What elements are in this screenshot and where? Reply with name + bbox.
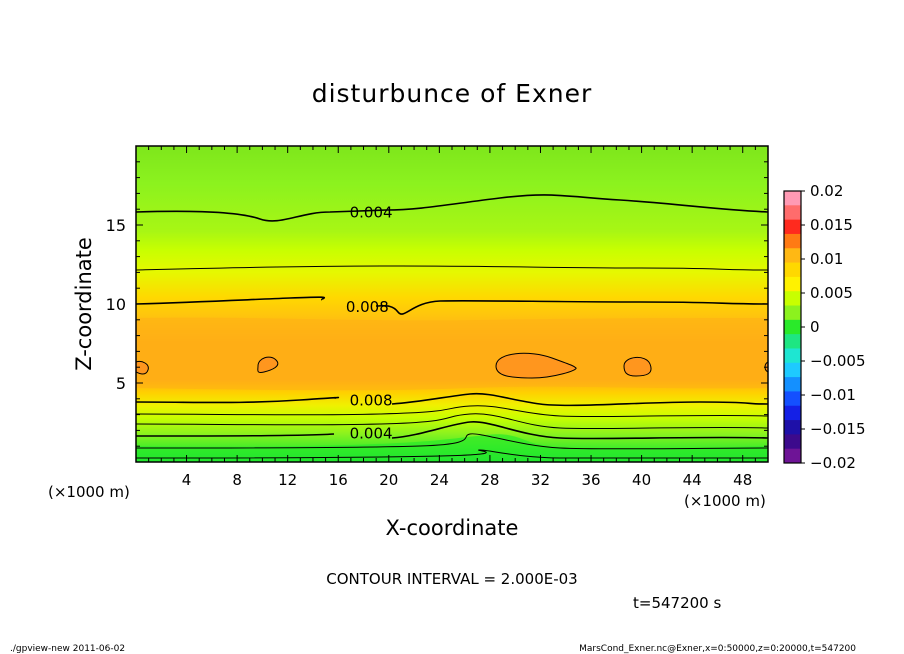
- y-tick-label: 10: [106, 295, 126, 314]
- footer-right: MarsCond_Exner.nc@Exner,x=0:50000,z=0:20…: [579, 644, 856, 654]
- colorbar-swatch: [784, 405, 801, 421]
- colorbar-label: −0.02: [810, 454, 856, 472]
- x-tick-label: 16: [329, 471, 348, 489]
- contour-closed: [257, 356, 279, 373]
- colorbar-swatch: [784, 219, 801, 235]
- colorbar-label: −0.015: [810, 420, 866, 438]
- contour-line: [136, 405, 768, 418]
- colorbar-label: −0.005: [810, 352, 866, 370]
- colorbar-swatch: [784, 448, 801, 464]
- x-tick-label: 4: [182, 471, 192, 489]
- colorbar-swatch: [784, 248, 801, 263]
- colorbar-label: 0.015: [810, 216, 853, 234]
- colorbar-swatch: [784, 348, 801, 364]
- contour-label: 0.008: [350, 391, 393, 409]
- colorbar: 0.02 0.015 0.01 0.005 0 −0.005 −0.01 −0.015 −0.0…: [783, 182, 866, 472]
- colorbar-swatch: [784, 334, 801, 349]
- colorbar-label: 0: [810, 318, 820, 336]
- field-band-orange: [136, 317, 768, 391]
- colorbar-swatch: [784, 420, 801, 435]
- colorbar-swatch: [784, 262, 801, 278]
- x-unit-label-right: (×1000 m): [684, 492, 766, 510]
- x-tick-label: 44: [683, 471, 702, 489]
- footer-left: ./gpview-new 2011-06-02: [10, 644, 125, 654]
- x-tick-label: 8: [232, 471, 242, 489]
- contour-label: 0.008: [346, 298, 389, 316]
- contour-line: [136, 392, 768, 407]
- colorbar-label: 0.01: [810, 250, 843, 268]
- contour-labels: 0.004 0.008 0.008 0.004: [346, 203, 393, 442]
- contour-closed: [136, 361, 149, 375]
- colorbar-label: −0.01: [810, 386, 856, 404]
- colorbar-swatch: [784, 205, 801, 221]
- y-tick-label: 5: [116, 374, 126, 393]
- colorbar-swatch: [784, 434, 801, 450]
- contour-line: [136, 296, 768, 315]
- contour-line: [136, 194, 768, 222]
- contour-closed: [495, 352, 577, 379]
- colorbar-swatch: [784, 377, 801, 392]
- contour-interval-text: CONTOUR INTERVAL = 2.000E-03: [326, 570, 577, 588]
- y-tick-label: 15: [106, 216, 126, 235]
- contour-line: [136, 265, 768, 271]
- x-tick-label: 40: [632, 471, 651, 489]
- contour-line: [136, 433, 768, 450]
- x-unit-label-left: (×1000 m): [48, 483, 130, 501]
- colorbar-swatch: [784, 291, 801, 306]
- field-background: [136, 146, 768, 462]
- x-tick-label: 48: [733, 471, 752, 489]
- chart-title: disturbunce of Exner: [312, 79, 593, 108]
- colorbar-swatch: [784, 362, 801, 378]
- colorbar-swatch: [784, 391, 801, 407]
- x-tick-label: 32: [531, 471, 550, 489]
- colorbar-swatch: [784, 233, 801, 249]
- plot-area: [136, 146, 768, 462]
- colorbar-swatch: [784, 305, 801, 321]
- contour-closed: [623, 357, 652, 377]
- contour-label: 0.004: [350, 425, 393, 443]
- contour-label: 0.004: [350, 203, 393, 221]
- y-axis-label: Z-coordinate: [72, 237, 96, 371]
- colorbar-swatch: [784, 319, 801, 335]
- field-band-bottom: [136, 434, 768, 462]
- x-tick-label: 24: [430, 471, 449, 489]
- colorbar-swatch: [784, 276, 801, 292]
- x-tick-label: 12: [278, 471, 297, 489]
- y-axis: 5 10 15: [106, 161, 768, 447]
- colorbar-label: 0.02: [810, 182, 843, 200]
- x-axis: 4 8 12 16 20 24 28 32 36 40 44 48: [148, 146, 756, 489]
- contour-line: [136, 413, 768, 430]
- colorbar-label: 0.005: [810, 284, 853, 302]
- x-tick-label: 36: [581, 471, 600, 489]
- x-tick-label: 20: [379, 471, 398, 489]
- x-tick-label: 28: [480, 471, 499, 489]
- colorbar-swatch: [784, 191, 801, 206]
- contour-line: [136, 449, 768, 459]
- time-text: t=547200 s: [633, 594, 721, 612]
- x-axis-label: X-coordinate: [386, 516, 519, 540]
- contour-line: [136, 421, 768, 440]
